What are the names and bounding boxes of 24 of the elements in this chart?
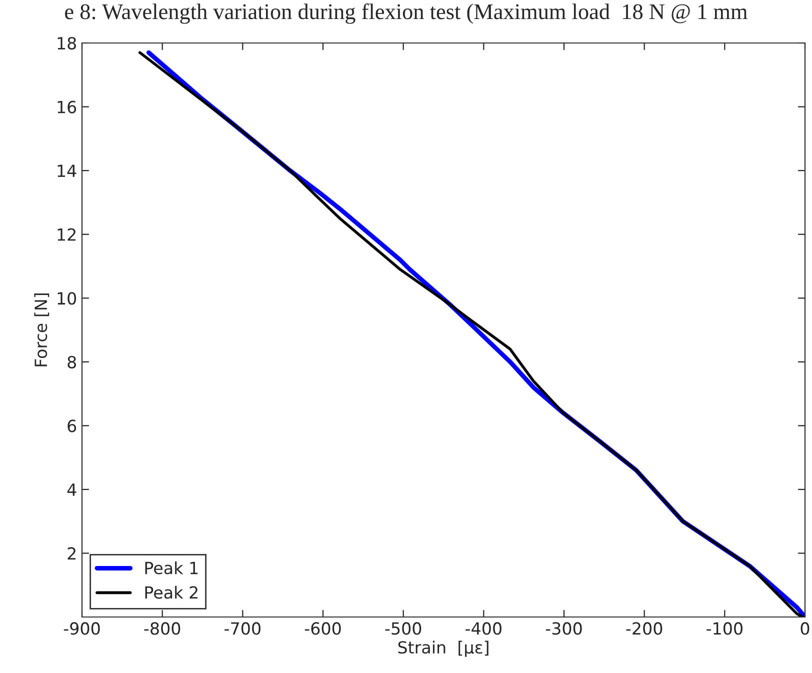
y-tick-label: 16	[58, 100, 76, 114]
x-tick-label: -500	[385, 622, 422, 635]
y-axis-title: Force [N]	[34, 294, 50, 366]
y-tick-label: 18	[58, 36, 76, 50]
y-tick-label: 8	[68, 356, 76, 368]
x-tick-label: -100	[706, 622, 742, 635]
y-tick-label: 6	[68, 420, 76, 432]
x-tick-label: -800	[144, 622, 180, 635]
x-tick-label: 0	[800, 622, 810, 635]
x-tick-label: -300	[546, 622, 582, 635]
y-tick-label: 4	[67, 484, 76, 496]
x-tick-label: -600	[304, 622, 341, 635]
x-tick-label: -400	[466, 622, 502, 635]
chart-title: e 8: Wavelength variation during flexion test (Maximum load 18 N @ 1 mm	[65, 3, 748, 24]
legend-label: Peak 1	[145, 561, 198, 574]
y-tick-label: 12	[58, 228, 76, 241]
y-tick-label: 10	[58, 292, 76, 305]
x-tick-label: -200	[626, 622, 662, 635]
y-tick-label: 14	[58, 164, 76, 177]
x-tick-label: -900	[64, 622, 100, 635]
x-tick-label: -700	[224, 622, 260, 635]
y-tick-label: 2	[68, 547, 76, 560]
legend-label: Peak 2	[145, 586, 198, 599]
x-axis-title: Strain [με]	[398, 640, 488, 657]
